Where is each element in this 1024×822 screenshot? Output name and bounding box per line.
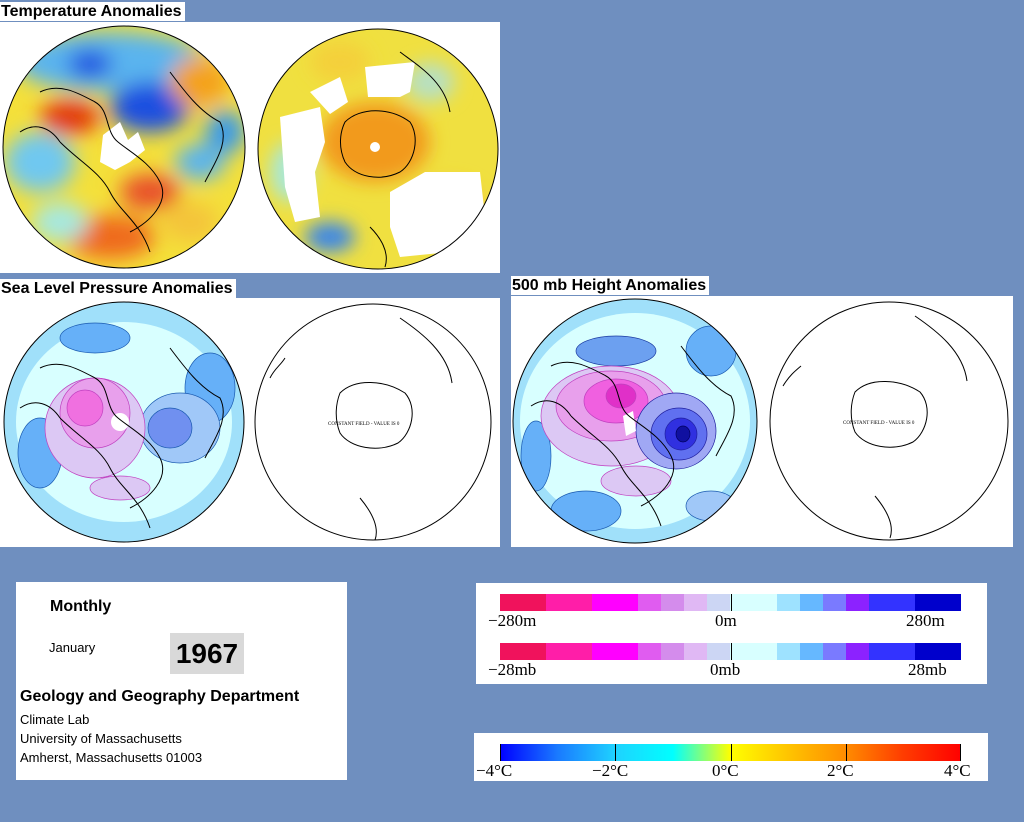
pressure-swatch xyxy=(569,643,593,660)
pressure-swatch xyxy=(500,643,524,660)
height-swatch xyxy=(730,594,754,611)
height-color-bar xyxy=(500,594,961,611)
height-swatch xyxy=(799,594,823,611)
height-swatch xyxy=(523,594,547,611)
temperature-tick xyxy=(615,744,617,761)
address-line-2: University of Massachusetts xyxy=(20,731,182,746)
pressure-color-bar xyxy=(500,643,961,660)
temperature-panel xyxy=(0,22,500,273)
temperature-label-m2: −2°C xyxy=(592,761,629,780)
pressure-swatch xyxy=(822,643,846,660)
temperature-globe-north xyxy=(2,25,246,269)
height-swatch xyxy=(638,594,662,611)
height-swatch xyxy=(661,594,685,611)
pressure-zero-label: 0mb xyxy=(710,660,741,679)
pressure-swatch xyxy=(937,643,961,660)
year-label: 1967 xyxy=(170,633,244,674)
height-zero-label: 0m xyxy=(715,611,737,630)
height-swatch xyxy=(592,594,616,611)
pressure-swatch xyxy=(615,643,639,660)
height-zero-tick xyxy=(730,594,732,611)
temperature-tick xyxy=(960,744,961,761)
temperature-tick xyxy=(730,744,732,761)
address-line-1: Climate Lab xyxy=(20,712,90,727)
pressure-swatch xyxy=(546,643,570,660)
height-swatch xyxy=(569,594,593,611)
pressure-swatch xyxy=(684,643,708,660)
temperature-color-bar xyxy=(500,744,961,761)
period-label: Monthly xyxy=(50,598,112,615)
pressure-swatch xyxy=(592,643,616,660)
height-swatch xyxy=(868,594,892,611)
height-swatch xyxy=(845,594,869,611)
height-swatch xyxy=(684,594,708,611)
height-swatch xyxy=(500,594,524,611)
pressure-zero-tick xyxy=(730,643,732,660)
height-swatch xyxy=(914,594,938,611)
height-swatch xyxy=(753,594,777,611)
height-swatch xyxy=(546,594,570,611)
slp-globe-north xyxy=(3,301,245,543)
temperature-tick xyxy=(845,744,847,761)
slp-panel: CONSTANT FIELD - VALUE IS 0 xyxy=(0,298,500,547)
pressure-swatch xyxy=(776,643,800,660)
temperature-title: Temperature Anomalies xyxy=(0,2,185,21)
pressure-swatch xyxy=(799,643,823,660)
slp-constant-field-note: CONSTANT FIELD - VALUE IS 0 xyxy=(328,422,400,427)
slp-title: Sea Level Pressure Anomalies xyxy=(0,279,236,298)
info-box: Monthly January 1967 Geology and Geograp… xyxy=(16,582,347,780)
pressure-swatch xyxy=(891,643,915,660)
temperature-label-m4: −4°C xyxy=(476,761,513,780)
pressure-swatch xyxy=(868,643,892,660)
temperature-tick xyxy=(500,744,501,761)
pressure-swatch xyxy=(638,643,662,660)
height500-constant-field-note: CONSTANT FIELD - VALUE IS 0 xyxy=(843,421,915,426)
pressure-swatch xyxy=(914,643,938,660)
slp-globe-south: CONSTANT FIELD - VALUE IS 0 xyxy=(254,303,492,541)
height-swatch xyxy=(776,594,800,611)
height-max-label: 280m xyxy=(906,611,945,630)
height-swatch xyxy=(615,594,639,611)
temperature-globe-south xyxy=(257,28,499,270)
temperature-label-2: 2°C xyxy=(827,761,854,780)
pressure-swatch xyxy=(661,643,685,660)
height500-globe-north xyxy=(512,298,758,544)
height500-panel: CONSTANT FIELD - VALUE IS 0 xyxy=(511,296,1013,547)
month-label: January xyxy=(49,640,96,655)
temperature-label-0: 0°C xyxy=(712,761,739,780)
pressure-swatch xyxy=(753,643,777,660)
pressure-min-label: −28mb xyxy=(488,660,537,679)
height-min-label: −280m xyxy=(488,611,537,630)
pressure-swatch xyxy=(523,643,547,660)
height-swatch xyxy=(822,594,846,611)
department-label: Geology and Geography Department xyxy=(20,688,300,705)
height-swatch xyxy=(707,594,731,611)
height-swatch xyxy=(891,594,915,611)
height500-globe-south: CONSTANT FIELD - VALUE IS 0 xyxy=(769,301,1009,541)
address-line-3: Amherst, Massachusetts 01003 xyxy=(20,750,203,765)
temperature-legend: −4°C −2°C 0°C 2°C 4°C xyxy=(474,733,988,781)
pressure-swatch xyxy=(730,643,754,660)
height-swatch xyxy=(937,594,961,611)
height500-title: 500 mb Height Anomalies xyxy=(511,276,710,295)
pressure-swatch xyxy=(845,643,869,660)
height-pressure-legend: −280m 0m 280m −28mb 0mb 28mb xyxy=(476,583,987,684)
pressure-swatch xyxy=(707,643,731,660)
temperature-label-4: 4°C xyxy=(944,761,971,780)
pressure-max-label: 28mb xyxy=(908,660,947,679)
